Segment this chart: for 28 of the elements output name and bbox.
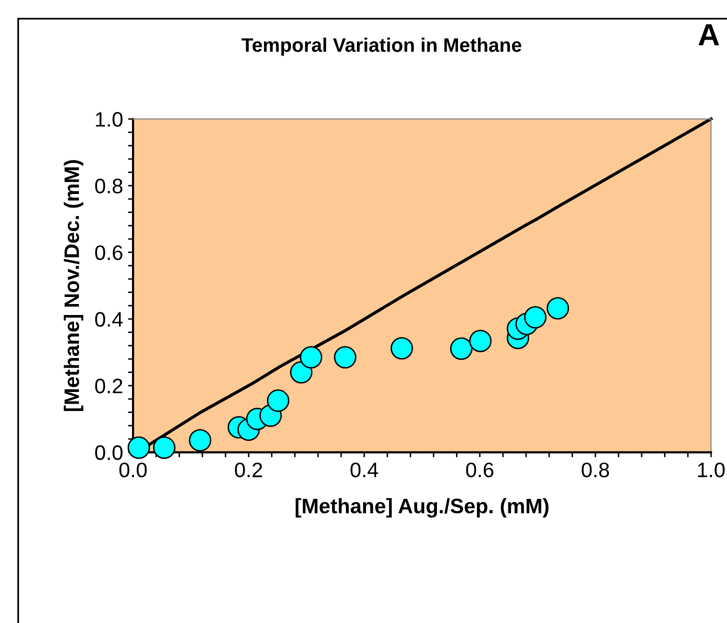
point [546,297,570,320]
x-tick-label: 0.2 [234,462,262,478]
point [266,389,290,412]
x-tick-label: 1.0 [698,462,725,478]
point [188,429,212,452]
chart-title: Temporal Variation in Methane [242,38,522,56]
text: A [698,24,720,46]
point [450,337,473,360]
x-tick-label: 0.6 [466,462,494,478]
x-axis-title: [Methane] Aug./Sep. (mM) [296,498,548,518]
x-tick-label: 0.4 [350,462,378,478]
y-tick-label: 0.8 [95,178,122,194]
point [390,337,414,360]
y-axis-title: [Methane] Nov./Dec. (mM) [64,160,84,412]
y-tick-label: 0.2 [95,378,122,394]
point [469,330,492,352]
y-tick-label: 0.0 [95,445,123,460]
point [334,346,356,369]
point [300,346,322,369]
x-tick-label: 0.0 [119,462,147,478]
x-tick-label: 0.8 [582,462,609,478]
point [290,361,312,384]
point [153,436,176,459]
y-tick-label: 0.6 [95,245,122,260]
y-tick-label: 0.4 [95,312,123,327]
point [524,306,547,329]
point [128,436,150,459]
y-tick-label: 1.0 [96,112,123,127]
